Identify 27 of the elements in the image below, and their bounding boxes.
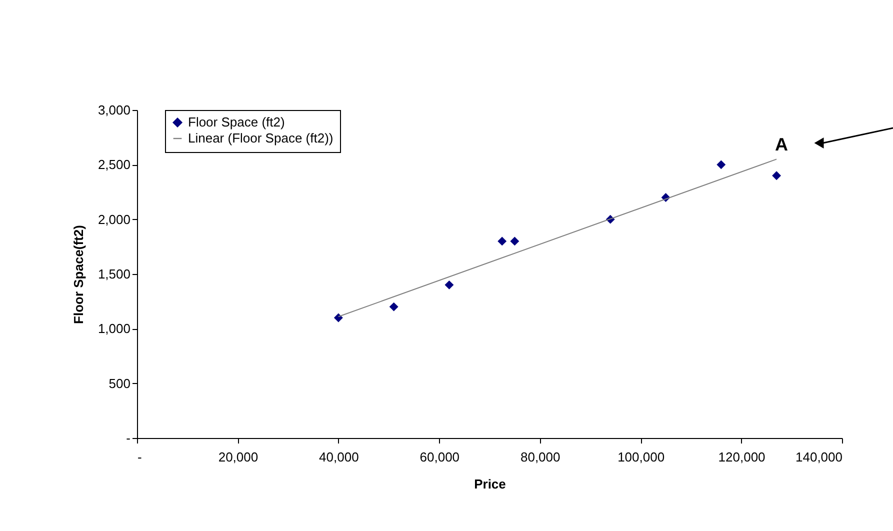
y-tick-label: -	[126, 430, 130, 446]
x-tick-label: 60,000	[420, 450, 460, 464]
y-axis-title: Floor Space(ft2)	[70, 225, 86, 324]
x-tick-label: 20,000	[218, 450, 258, 464]
x-tick-label: 40,000	[319, 450, 359, 464]
x-tick-label: 140,000	[796, 450, 842, 464]
x-axis-title: Price	[474, 476, 506, 492]
point	[772, 171, 782, 180]
annotation: A	[775, 134, 788, 155]
y-tick-label: 500	[108, 376, 130, 391]
x-tick-label: 120,000	[718, 450, 766, 464]
x-tick-label: 80,000	[520, 450, 560, 464]
point	[389, 302, 398, 312]
x-tick-label: -	[138, 450, 142, 464]
y-tick-label: 2,000	[98, 212, 130, 227]
y-tick-label: 1,000	[98, 321, 130, 336]
y-tick-label: 3,000	[98, 102, 130, 118]
point	[510, 236, 520, 246]
point	[444, 280, 454, 290]
point	[716, 160, 726, 170]
legend-label: Floor Space (ft2)	[188, 114, 285, 130]
y-tick-label: 2,500	[98, 157, 130, 172]
y-tick-label: 1,500	[98, 266, 130, 282]
legend-label: Linear (Floor Space (ft2))	[188, 130, 334, 146]
x-tick-label: 100,000	[618, 450, 665, 464]
point	[498, 236, 507, 246]
point	[334, 313, 343, 322]
